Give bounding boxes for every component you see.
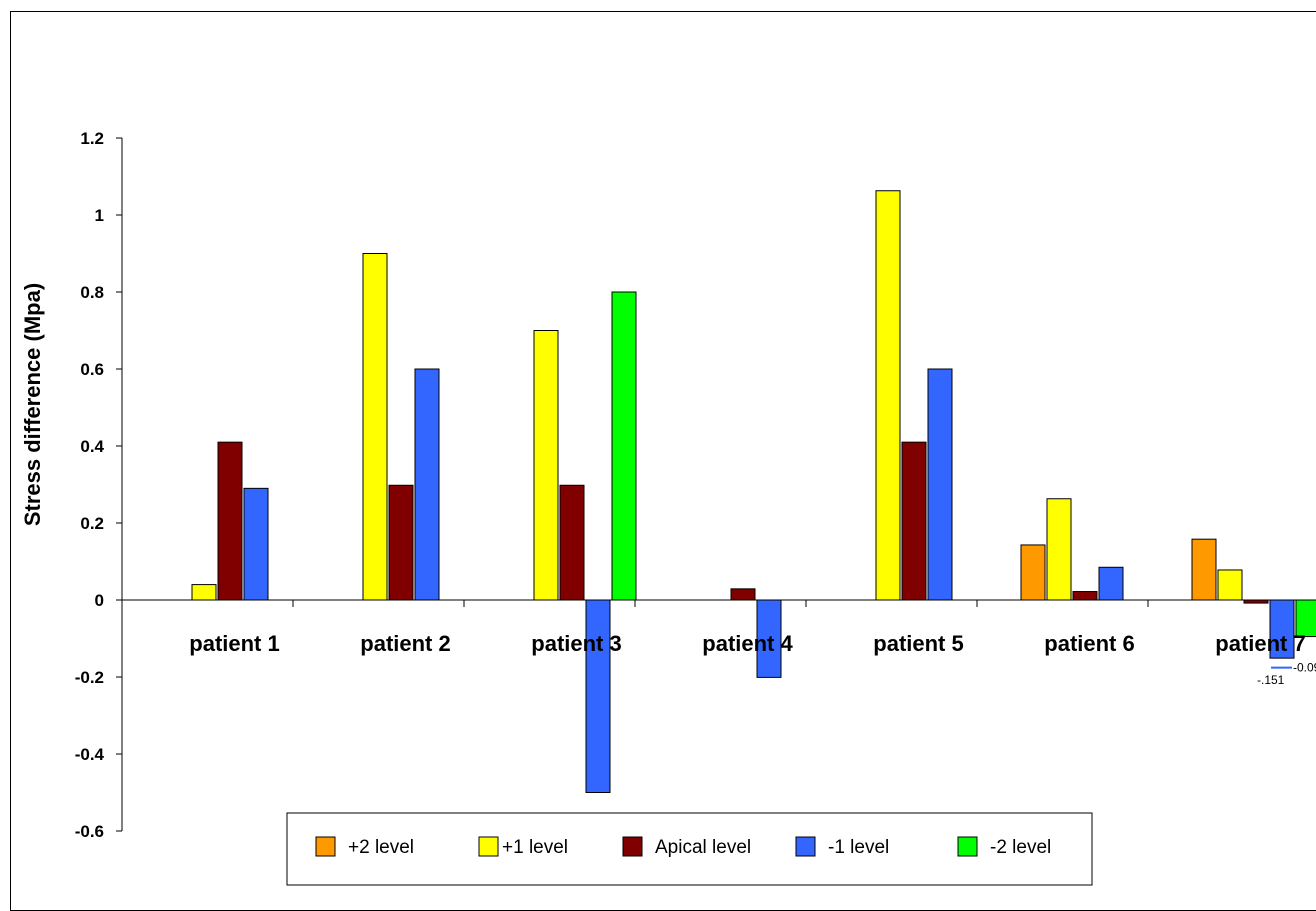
legend-label: +1 level (502, 837, 568, 858)
bar--1-level-patient-6 (1098, 566, 1124, 601)
category-label: patient 1 (189, 631, 279, 656)
y-tick-label: 0.8 (80, 283, 104, 302)
bar--1-level-patient-7 (1217, 569, 1243, 601)
legend-swatch (957, 836, 978, 857)
bar-apical-level-patient-4 (730, 588, 756, 601)
bar--1-level-patient-4 (756, 599, 782, 678)
legend-label: +2 level (348, 837, 414, 858)
category-label: patient 5 (873, 631, 963, 656)
y-tick-label: -0.2 (75, 668, 104, 687)
bar-apical-level-patient-2 (388, 484, 414, 601)
bar-apical-level-patient-3 (559, 484, 585, 601)
bar--2-level-patient-6 (1020, 544, 1046, 601)
legend-swatch (315, 836, 336, 857)
bar-apical-level-patient-6 (1072, 591, 1098, 601)
bar--1-level-patient-5 (927, 368, 953, 601)
y-tick-label: 1 (95, 206, 104, 225)
legend-swatch (795, 836, 816, 857)
bar--1-level-patient-6 (1046, 498, 1072, 601)
bar-apical-level-patient-5 (901, 441, 927, 601)
bar-apical-level-patient-1 (217, 441, 243, 601)
y-tick-label: 0.6 (80, 360, 104, 379)
legend-label: Apical level (655, 837, 751, 858)
bar--1-level-patient-3 (533, 330, 559, 601)
bar--1-level-patient-1 (243, 487, 269, 601)
plot-area: 1.2 1 0.8 0.6 0.4 0.2 0 -0.2 -0.4 -0.6 patient 1 pa… (75, 129, 1316, 841)
bar--1-level-patient-2 (362, 253, 388, 601)
category-label: patient 4 (702, 631, 793, 656)
y-axis-label: Stress difference (Mpa) (20, 283, 45, 526)
category-label: patient 3 (531, 631, 621, 656)
bar--1-level-patient-2 (414, 368, 440, 601)
category-label: patient 7 (1215, 631, 1305, 656)
category-label: patient 2 (360, 631, 450, 656)
category-label: patient 6 (1044, 631, 1134, 656)
y-tick-label: -0.6 (75, 822, 104, 841)
y-tick-label: 1.2 (80, 129, 104, 148)
data-label: -.151 (1257, 673, 1285, 687)
legend: +2 level +1 level Apical level -1 level -2 l… (286, 812, 1093, 886)
y-tick-label: 0 (95, 591, 104, 610)
bar--1-level-patient-1 (191, 584, 217, 601)
legend-label: -1 level (828, 837, 889, 858)
y-tick-label: 0.2 (80, 514, 104, 533)
bar--2-level-patient-3 (611, 291, 637, 601)
bar--1-level-patient-3 (585, 599, 611, 793)
legend-swatch (622, 836, 643, 857)
legend-swatch (478, 836, 499, 857)
y-tick-label: 0.4 (80, 437, 104, 456)
data-label: -0.095 (1293, 661, 1316, 675)
bar--2-level-patient-7 (1191, 538, 1217, 601)
bar--1-level-patient-5 (875, 190, 901, 601)
legend-label: -2 level (990, 837, 1051, 858)
y-tick-label: -0.4 (75, 745, 105, 764)
